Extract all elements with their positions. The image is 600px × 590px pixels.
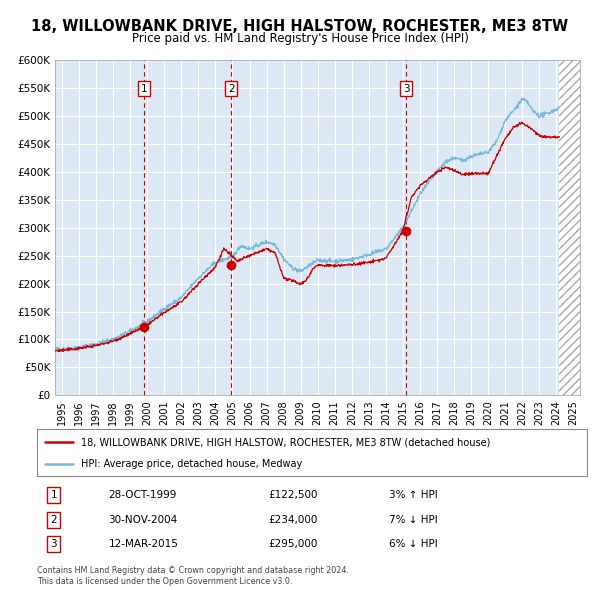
Text: HPI: Average price, detached house, Medway: HPI: Average price, detached house, Medw… xyxy=(81,460,302,469)
Text: 1: 1 xyxy=(141,84,148,94)
Text: 28-OCT-1999: 28-OCT-1999 xyxy=(109,490,177,500)
Text: 18, WILLOWBANK DRIVE, HIGH HALSTOW, ROCHESTER, ME3 8TW: 18, WILLOWBANK DRIVE, HIGH HALSTOW, ROCH… xyxy=(31,19,569,34)
Text: 3: 3 xyxy=(50,539,57,549)
Text: 7% ↓ HPI: 7% ↓ HPI xyxy=(389,515,437,525)
Text: 18, WILLOWBANK DRIVE, HIGH HALSTOW, ROCHESTER, ME3 8TW (detached house): 18, WILLOWBANK DRIVE, HIGH HALSTOW, ROCH… xyxy=(81,437,491,447)
Text: 2: 2 xyxy=(228,84,235,94)
Text: 30-NOV-2004: 30-NOV-2004 xyxy=(109,515,178,525)
Text: £122,500: £122,500 xyxy=(268,490,317,500)
Text: 1: 1 xyxy=(50,490,57,500)
Text: 3% ↑ HPI: 3% ↑ HPI xyxy=(389,490,437,500)
Bar xyxy=(559,60,580,395)
Bar xyxy=(559,60,580,395)
Text: This data is licensed under the Open Government Licence v3.0.: This data is licensed under the Open Gov… xyxy=(37,577,293,586)
Text: 6% ↓ HPI: 6% ↓ HPI xyxy=(389,539,437,549)
Text: £295,000: £295,000 xyxy=(268,539,317,549)
Text: 2: 2 xyxy=(50,515,57,525)
Text: 3: 3 xyxy=(403,84,409,94)
Text: 12-MAR-2015: 12-MAR-2015 xyxy=(109,539,179,549)
Text: Price paid vs. HM Land Registry's House Price Index (HPI): Price paid vs. HM Land Registry's House … xyxy=(131,32,469,45)
Text: £234,000: £234,000 xyxy=(268,515,317,525)
Text: Contains HM Land Registry data © Crown copyright and database right 2024.: Contains HM Land Registry data © Crown c… xyxy=(37,566,349,575)
